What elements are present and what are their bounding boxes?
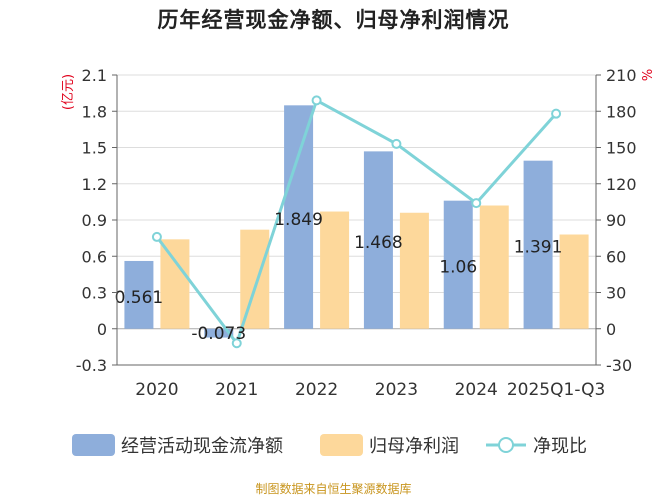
right-tick-label: 210 — [606, 66, 637, 85]
bar-net-profit — [320, 211, 350, 329]
left-tick-label: 0.3 — [82, 284, 107, 303]
left-tick-label: -0.3 — [76, 356, 107, 375]
right-tick-label: 30 — [606, 284, 626, 303]
x-tick-label: 2021 — [215, 380, 258, 400]
bar-cashflow — [124, 260, 154, 329]
line-point — [471, 198, 482, 209]
data-labels: 0.561 -0.073 1.849 1.468 1.06 1.391 — [115, 210, 563, 344]
bar-cashflow — [363, 151, 393, 329]
bar-cashflow — [284, 105, 314, 329]
bar-net-profit — [559, 234, 589, 329]
legend-swatch-net-profit — [320, 434, 363, 456]
bar-value-label: -0.073 — [191, 324, 246, 344]
legend-swatch-cashflow — [72, 434, 115, 456]
right-tick-label: 150 — [606, 139, 637, 158]
left-axis-unit: (亿元) — [61, 74, 76, 110]
x-tick-label: 2024 — [455, 380, 498, 400]
left-tick-label: 0.6 — [82, 247, 107, 266]
right-tick-label: 180 — [606, 102, 637, 121]
bar-net-profit — [399, 212, 429, 329]
line-point — [151, 231, 162, 242]
line-point — [391, 138, 402, 149]
line-ratio — [155, 98, 558, 347]
legend: 经营活动现金流净额 归母净利润 净现比 — [72, 434, 587, 457]
bar-net-profit — [479, 205, 509, 329]
right-tick-label: 60 — [606, 247, 626, 266]
bar-net-profit — [240, 229, 270, 329]
right-tick-label: 90 — [606, 211, 626, 230]
bar-series — [124, 105, 589, 338]
left-tick-label: 1.5 — [82, 139, 107, 158]
bar-cashflow — [523, 160, 553, 329]
right-tick-label: 0 — [606, 320, 616, 339]
bar-cashflow — [204, 328, 234, 338]
data-source: 制图数据来自恒生聚源数据库 — [255, 482, 412, 496]
axes: 2.1 210 1.8 180 1.5 150 1.2 120 0.9 90 0.6 60 0.3 30 0… — [61, 66, 656, 400]
legend-label-net-profit: 归母净利润 — [369, 436, 459, 457]
x-tick-label: 2025Q1-Q3 — [507, 380, 605, 400]
bar-value-label: 1.06 — [439, 258, 477, 278]
bar-value-label: 1.849 — [274, 210, 323, 230]
bar-cashflow — [443, 200, 473, 329]
line-series — [151, 95, 562, 349]
line-point — [551, 108, 562, 119]
left-tick-label: 1.2 — [82, 175, 107, 194]
bar-value-label: 1.391 — [514, 238, 563, 258]
x-tick-label: 2020 — [135, 380, 178, 400]
chart-title: 历年经营现金净额、归母净利润情况 — [157, 8, 510, 32]
legend-label-ratio: 净现比 — [533, 436, 587, 457]
line-point — [231, 338, 242, 349]
left-tick-label: 0 — [97, 320, 107, 339]
right-tick-label: 120 — [606, 175, 637, 194]
bar-value-label: 1.468 — [354, 233, 403, 253]
bar-value-label: 0.561 — [115, 288, 164, 308]
left-tick-label: 1.8 — [82, 102, 107, 121]
left-tick-label: 0.9 — [82, 211, 107, 230]
left-tick-label: 2.1 — [82, 66, 107, 85]
legend-marker-ratio — [498, 437, 514, 453]
x-tick-label: 2023 — [375, 380, 418, 400]
right-tick-label: -30 — [606, 356, 632, 375]
bar-net-profit — [160, 239, 190, 329]
line-point — [311, 95, 322, 106]
legend-label-cashflow: 经营活动现金流净额 — [121, 436, 283, 457]
x-tick-label: 2022 — [295, 380, 338, 400]
right-axis-unit: % — [641, 69, 656, 81]
